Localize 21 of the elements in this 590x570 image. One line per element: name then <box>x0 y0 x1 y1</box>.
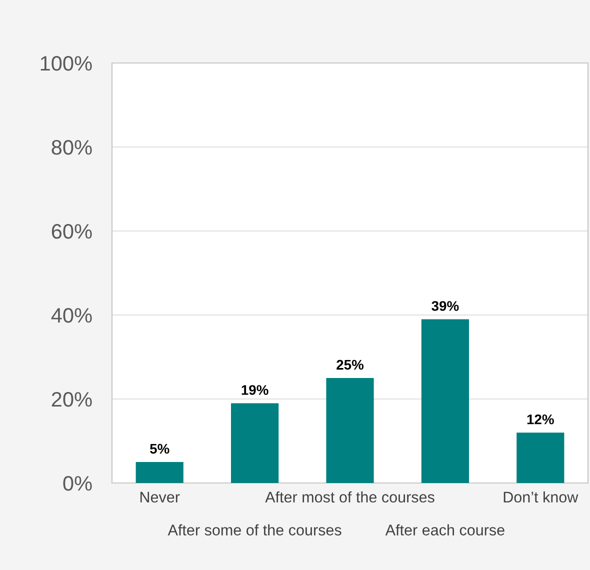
bar <box>231 403 279 483</box>
y-tick-label: 60% <box>52 224 92 239</box>
y-tick-label: 80% <box>52 140 92 155</box>
y-tick-label: 100% <box>40 56 92 71</box>
x-tick-label: Don’t know <box>504 491 578 503</box>
x-tick-label: After some of the courses <box>168 524 342 536</box>
data-label: 19% <box>242 385 268 395</box>
bar <box>516 432 564 483</box>
data-label: 5% <box>150 444 170 454</box>
x-tick-label: Never <box>140 492 180 503</box>
bar <box>421 319 469 483</box>
bar <box>326 378 374 483</box>
x-tick-label: After each course <box>385 524 504 536</box>
bar <box>136 462 184 483</box>
x-tick-label: After most of the courses <box>265 491 434 503</box>
data-label: 39% <box>432 301 459 311</box>
y-tick-label: 20% <box>52 392 92 407</box>
y-tick-label: 0% <box>63 476 92 491</box>
data-label: 25% <box>336 360 364 370</box>
y-tick-label: 40% <box>51 308 92 323</box>
data-label: 12% <box>527 414 554 424</box>
